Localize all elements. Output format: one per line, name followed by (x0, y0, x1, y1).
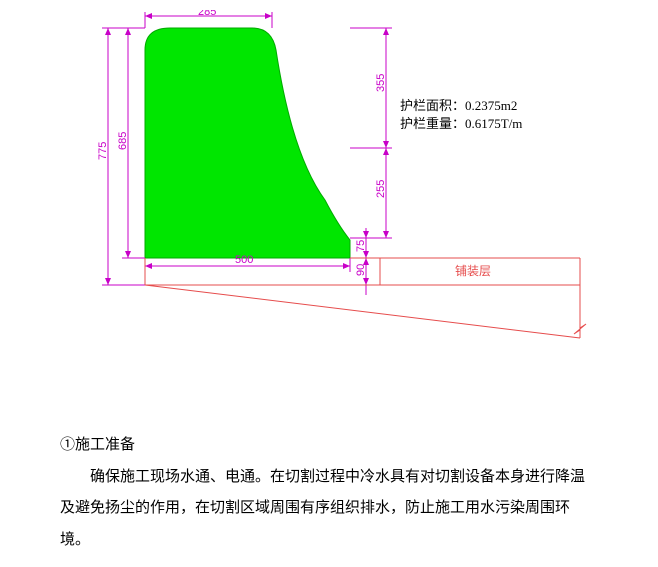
dim-top: 285 (198, 10, 216, 18)
dim-right-small-upper: 75 (355, 240, 367, 252)
guardrail-diagram: 285 775 685 500 355 255 75 90 铺装层 护栏面积： (60, 10, 620, 410)
dim-bottom: 500 (235, 254, 253, 266)
dim-left-outer: 775 (97, 142, 109, 160)
diagram-svg: 285 775 685 500 355 255 75 90 铺装层 护栏面积： (60, 10, 620, 420)
info-area: 护栏面积：0.2375m2 (400, 98, 517, 113)
heading: ①施工准备 (60, 430, 598, 462)
pavement-label: 铺装层 (455, 264, 491, 278)
body-text: ①施工准备 确保施工现场水通、电通。在切割过程中冷水具有对切割设备本身进行降温及… (60, 430, 598, 556)
info-weight: 护栏重量：0.6175T/m (400, 116, 522, 131)
paragraph: 确保施工现场水通、电通。在切割过程中冷水具有对切割设备本身进行降温及避免扬尘的作… (60, 462, 598, 557)
dim-right-small-lower: 90 (355, 264, 367, 276)
dim-right-lower: 255 (375, 180, 387, 198)
dim-left-inner: 685 (117, 132, 129, 150)
guardrail-shape (145, 28, 350, 258)
dim-right-upper: 355 (375, 74, 387, 92)
